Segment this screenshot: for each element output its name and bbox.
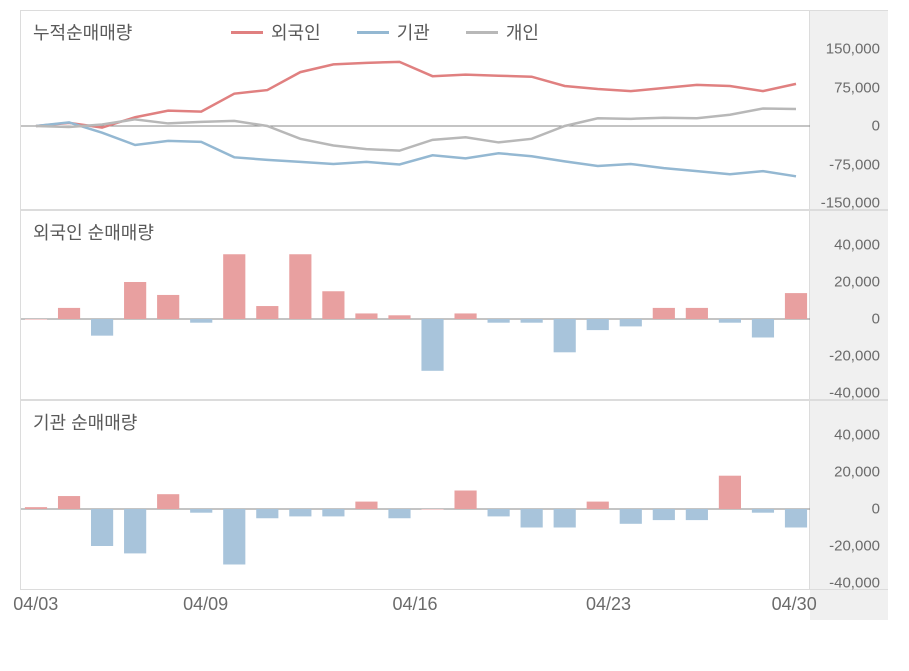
bar — [686, 308, 708, 319]
x-axis: 04/0304/0904/1604/2304/30 — [20, 594, 810, 624]
bar — [752, 509, 774, 513]
y-axis-institution_daily: -40,000 -20,000 0 20,000 40,000 — [810, 400, 888, 590]
bar — [421, 319, 443, 371]
y-axis-footer — [810, 590, 888, 620]
bar — [157, 295, 179, 319]
bar — [785, 509, 807, 528]
bar — [58, 308, 80, 319]
bar — [190, 319, 212, 323]
bar — [256, 509, 278, 518]
bar — [488, 509, 510, 516]
y-tick-label: -75,000 — [829, 156, 880, 173]
plot-institution_daily — [21, 401, 811, 591]
plot-foreigner_daily — [21, 211, 811, 401]
bar — [289, 254, 311, 319]
bar — [719, 476, 741, 509]
bar — [223, 254, 245, 319]
bar — [91, 319, 113, 336]
bar — [620, 509, 642, 524]
bar — [785, 293, 807, 319]
bar — [488, 319, 510, 323]
y-tick-label: 40,000 — [834, 237, 880, 254]
x-tick-label: 04/23 — [586, 594, 631, 615]
bar — [25, 319, 47, 320]
bar — [355, 502, 377, 509]
y-tick-label: -150,000 — [821, 195, 880, 212]
bar — [454, 491, 476, 510]
bar — [157, 494, 179, 509]
panel-cumulative: 누적순매매량외국인기관개인 — [20, 10, 810, 210]
y-tick-label: 150,000 — [826, 41, 880, 58]
bar — [388, 509, 410, 518]
bar — [190, 509, 212, 513]
bar — [521, 319, 543, 323]
y-tick-label: 0 — [872, 311, 880, 328]
y-tick-label: 75,000 — [834, 79, 880, 96]
bar — [719, 319, 741, 323]
bar — [124, 282, 146, 319]
bar — [223, 509, 245, 565]
y-tick-label: 0 — [872, 501, 880, 518]
bar — [653, 509, 675, 520]
bar — [322, 291, 344, 319]
panel-foreigner_daily: 외국인 순매매량 — [20, 210, 810, 400]
y-tick-label: 40,000 — [834, 427, 880, 444]
bar — [289, 509, 311, 516]
y-tick-label: 0 — [872, 118, 880, 135]
bar — [752, 319, 774, 338]
panel-institution_daily: 기관 순매매량 — [20, 400, 810, 590]
y-axis-foreigner_daily: -40,000 -20,000 0 20,000 40,000 — [810, 210, 888, 400]
bar — [355, 313, 377, 319]
y-tick-label: -40,000 — [829, 385, 880, 402]
x-tick-label: 04/16 — [392, 594, 437, 615]
bar — [25, 507, 47, 509]
bar — [587, 319, 609, 330]
bar — [91, 509, 113, 546]
bar — [454, 313, 476, 319]
bar — [124, 509, 146, 553]
y-axis-cumulative: -150,000 -75,000 0 75,000 150,000 — [810, 10, 888, 210]
bar — [653, 308, 675, 319]
y-tick-label: -20,000 — [829, 538, 880, 555]
line-institution — [36, 122, 796, 176]
bar — [686, 509, 708, 520]
bar — [620, 319, 642, 326]
bar — [256, 306, 278, 319]
y-tick-label: 20,000 — [834, 274, 880, 291]
bar — [388, 315, 410, 319]
bar — [521, 509, 543, 528]
x-tick-label: 04/30 — [772, 594, 817, 615]
plot-cumulative — [21, 11, 811, 211]
x-tick-label: 04/09 — [183, 594, 228, 615]
bar — [421, 509, 443, 510]
y-tick-label: -40,000 — [829, 575, 880, 592]
bar — [58, 496, 80, 509]
bar — [587, 502, 609, 509]
bar — [322, 509, 344, 516]
bar — [554, 319, 576, 352]
y-tick-label: -20,000 — [829, 348, 880, 365]
bar — [554, 509, 576, 528]
x-tick-label: 04/03 — [13, 594, 58, 615]
y-tick-label: 20,000 — [834, 464, 880, 481]
